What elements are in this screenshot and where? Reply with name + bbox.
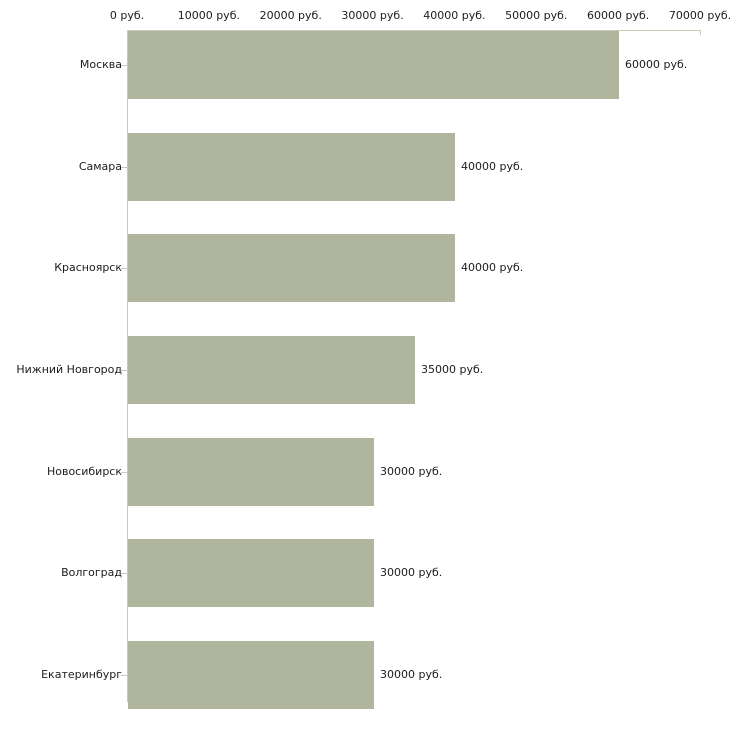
y-axis-tick-mark	[121, 268, 127, 269]
y-axis-tick-mark	[121, 65, 127, 66]
value-label: 30000 руб.	[380, 465, 443, 478]
category-label: Нижний Новгород	[16, 363, 122, 376]
value-label: 35000 руб.	[421, 363, 484, 376]
bar-2	[128, 133, 455, 201]
category-label: Екатеринбург	[41, 668, 122, 681]
value-label: 40000 руб.	[461, 261, 524, 274]
category-label: Новосибирск	[46, 465, 122, 478]
x-axis-tick-label: 70000 руб.	[668, 9, 730, 22]
value-label: 30000 руб.	[380, 566, 443, 579]
x-axis-tick-label: 50000 руб.	[505, 9, 568, 22]
value-label: 40000 руб.	[461, 160, 524, 173]
y-axis-tick-mark	[121, 675, 127, 676]
x-axis-tick-mark	[700, 30, 701, 35]
bar-6	[128, 539, 374, 607]
x-axis-tick-label: 20000 руб.	[259, 9, 322, 22]
value-label: 60000 руб.	[625, 58, 688, 71]
category-label: Красноярск	[54, 261, 122, 274]
category-label: Волгоград	[61, 566, 122, 579]
y-axis-tick-mark	[121, 472, 127, 473]
x-axis-tick-label: 0 руб.	[109, 9, 145, 22]
bar-4	[128, 336, 415, 404]
category-label: Москва	[79, 58, 122, 71]
y-axis-line	[127, 30, 128, 702]
x-axis-tick-label: 60000 руб.	[587, 9, 650, 22]
x-axis-tick-label: 30000 руб.	[341, 9, 404, 22]
bar-7	[128, 641, 374, 709]
x-axis-line	[127, 30, 701, 31]
y-axis-tick-mark	[121, 167, 127, 168]
bar-3	[128, 234, 455, 302]
x-axis-tick-label: 10000 руб.	[177, 9, 240, 22]
value-label: 30000 руб.	[380, 668, 443, 681]
y-axis-tick-mark	[121, 370, 127, 371]
y-axis-tick-mark	[121, 573, 127, 574]
x-axis-tick-label: 40000 руб.	[423, 9, 486, 22]
bar-5	[128, 438, 374, 506]
category-label: Самара	[78, 160, 122, 173]
x-axis-tick-mark	[127, 30, 128, 35]
bar-1	[128, 31, 619, 99]
